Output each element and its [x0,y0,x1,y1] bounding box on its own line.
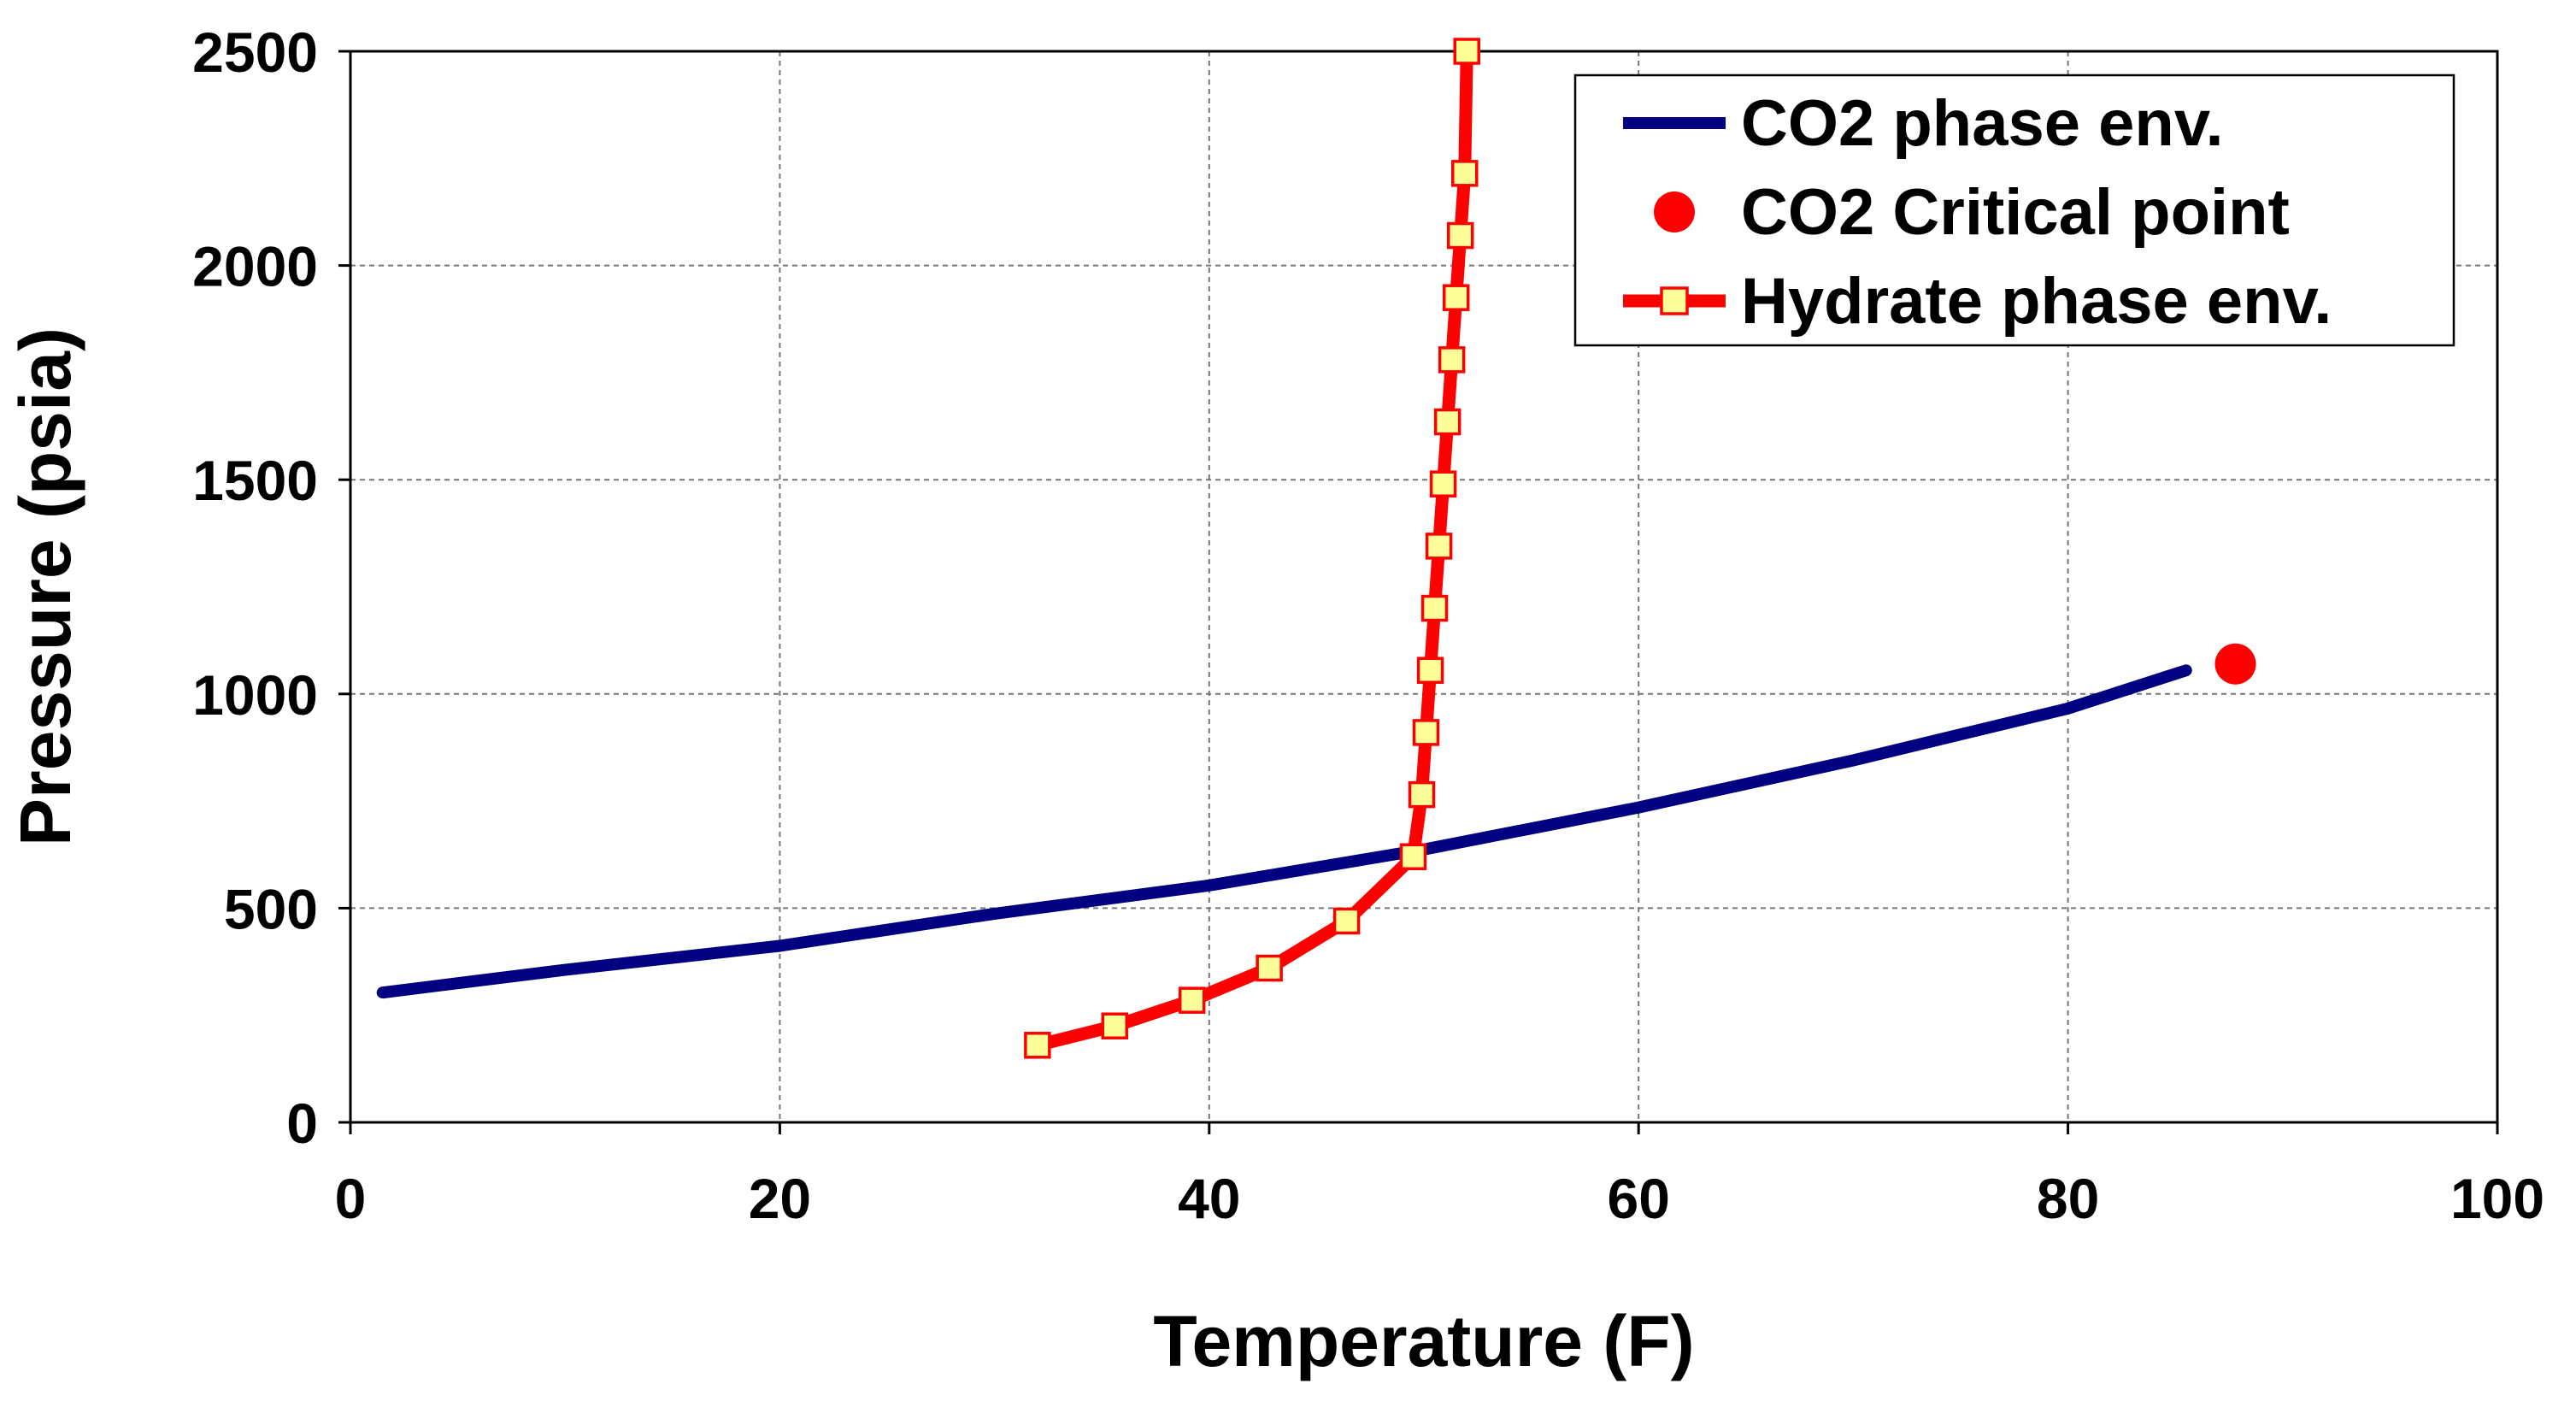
y-tick-label: 2000 [192,235,318,298]
hydrate-marker [1024,1032,1051,1059]
hydrate-marker [1433,408,1461,436]
hydrate-marker [1450,160,1479,187]
y-tick-label: 500 [224,877,318,940]
y-tick-label: 1000 [192,663,318,727]
y-axis-title: Pressure (psia) [5,327,85,846]
hydrate-marker [1178,986,1206,1014]
series-3 [1024,38,1480,1059]
legend-label: CO2 Critical point [1741,176,2290,249]
y-tick-label: 2500 [192,21,318,84]
hydrate-marker [1420,594,1449,622]
hydrate-marker [1442,284,1470,311]
phase-envelope-line [376,664,2192,999]
hydrate-marker [1412,719,1440,746]
legend-symbol-marker [1660,286,1689,315]
x-tick-label: 100 [2450,1167,2544,1230]
data-series [376,38,2256,1059]
x-axis-title: Temperature (F) [1153,1301,1694,1381]
hydrate-marker [1256,954,1283,982]
legend-item: CO2 phase env. [1623,87,2224,160]
plot-frame [349,50,2499,1124]
hydrate-marker [1408,780,1436,809]
legend: CO2 phase env. CO2 Critical point Hydrate … [1573,74,2455,347]
hydrate-marker [1101,1012,1129,1039]
legend-label: CO2 phase env. [1741,87,2224,160]
x-tick-label: 80 [2037,1167,2099,1230]
hydrate-marker [1425,533,1453,560]
legend-label: Hydrate phase env. [1741,265,2332,338]
legend-item: Hydrate phase env. [1623,265,2332,338]
hydrate-marker [1446,221,1474,250]
series-2 [2214,643,2256,685]
axes [338,50,2499,1134]
y-tick-label: 0 [286,1092,318,1155]
hydrate-marker [1438,346,1466,374]
x-tick-label: 40 [1178,1167,1240,1230]
series-1 [376,664,2192,999]
hydrate-marker [1332,907,1361,935]
x-tick-label: 20 [749,1167,811,1230]
x-tick-label: 60 [1607,1167,1669,1230]
y-tick-label: 1500 [192,449,318,512]
hydrate-marker [1429,470,1457,497]
hydrate-marker [1399,843,1427,871]
critical-point-marker [2214,643,2256,685]
hydrate-marker [1416,656,1444,684]
hydrate-marker [1453,38,1480,65]
x-tick-label: 0 [335,1167,367,1230]
legend-item: CO2 Critical point [1654,176,2290,249]
legend-symbol [1654,191,1695,233]
